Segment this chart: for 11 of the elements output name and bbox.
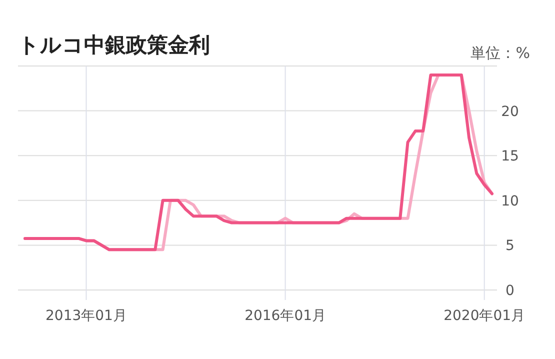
x-tick-label: 2020年01月	[444, 308, 526, 324]
line-series	[24, 73, 494, 252]
x-tick-label: 2013年01月	[46, 308, 127, 324]
y-tick-label: 20	[501, 104, 519, 120]
chart-title: トルコ中銀政策金利	[18, 33, 210, 57]
y-axis-title: 単位：%	[470, 44, 530, 62]
y-tick-label: 5	[506, 238, 514, 254]
y-tick-label: 0	[506, 283, 514, 299]
y-tick-label: 15	[501, 148, 519, 165]
x-tick-label: 2016年01月	[244, 308, 326, 324]
y-tick-label: 10	[501, 193, 519, 210]
